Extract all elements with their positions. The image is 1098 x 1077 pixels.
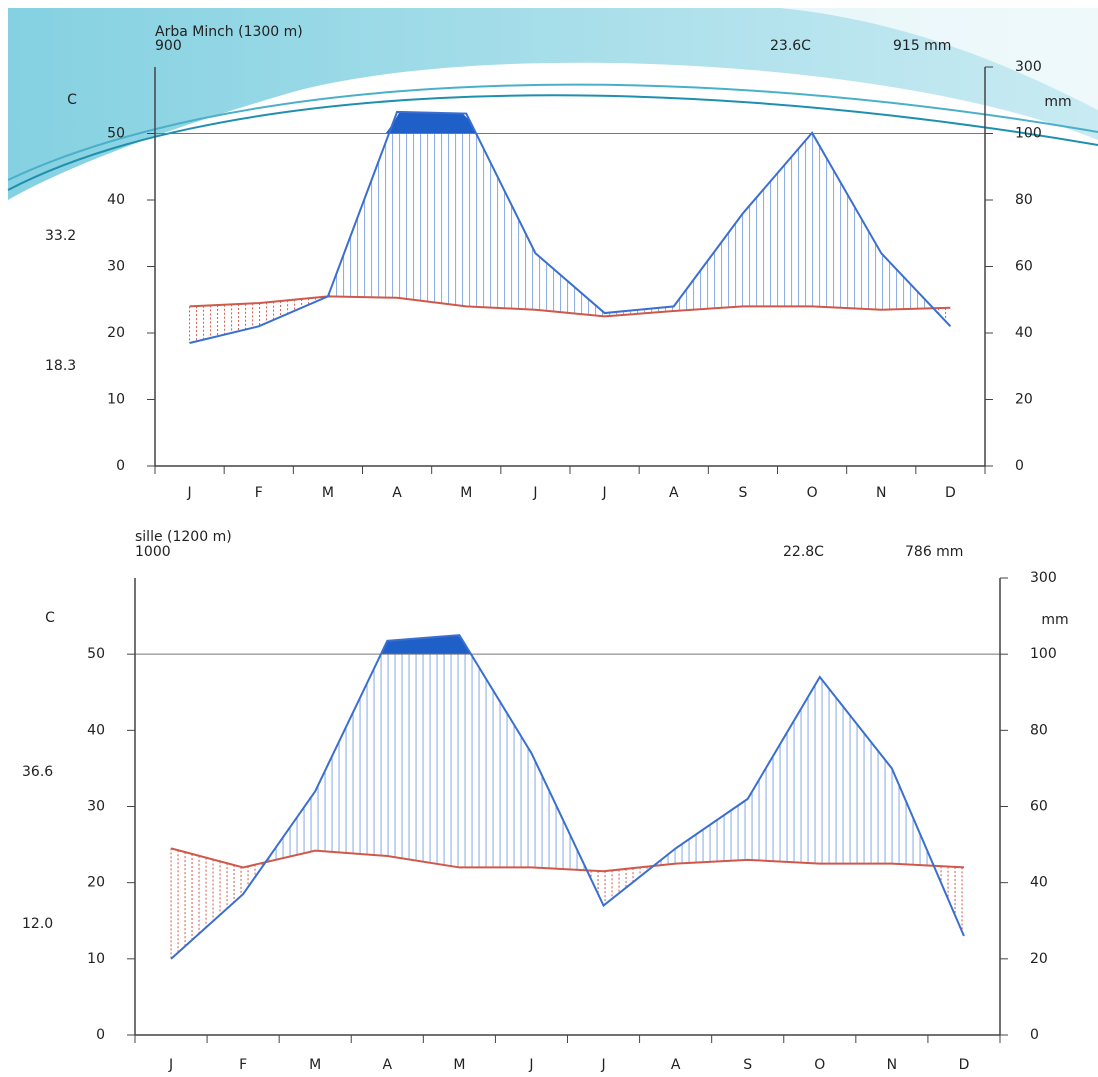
- mean-temperature: 23.6C: [770, 38, 811, 54]
- x-tick-label: M: [453, 1057, 465, 1073]
- y-tick-label: 20: [87, 875, 105, 891]
- y2-tick-label: 20: [1030, 951, 1048, 967]
- chart-subtitle: 900: [155, 38, 182, 54]
- y-tick-label: 50: [87, 646, 105, 662]
- x-tick-label: N: [876, 485, 886, 501]
- x-tick-label: S: [738, 485, 747, 501]
- x-tick-label: F: [239, 1057, 247, 1073]
- y-axis-label: C: [45, 610, 55, 626]
- x-tick-label: A: [383, 1057, 393, 1073]
- x-tick-label: M: [322, 485, 334, 501]
- y2-axis-label: mm: [1041, 612, 1068, 628]
- y-tick-label: 10: [87, 951, 105, 967]
- x-tick-label: J: [168, 1057, 173, 1073]
- x-tick-label: D: [945, 485, 956, 501]
- x-tick-label: O: [807, 485, 818, 501]
- perhumid-area: [190, 112, 946, 134]
- annotation: 18.3: [45, 358, 76, 374]
- y2-tick-label: 60: [1015, 259, 1033, 275]
- annual-precipitation: 915 mm: [893, 38, 951, 54]
- x-tick-label: A: [671, 1057, 681, 1073]
- chart-title: sille (1200 m): [135, 529, 232, 545]
- perhumid-area: [171, 635, 962, 654]
- y-tick-label: 20: [107, 325, 125, 341]
- y-tick-label: 30: [87, 799, 105, 815]
- y-axis-label: C: [67, 92, 77, 108]
- x-tick-label: M: [309, 1057, 321, 1073]
- x-tick-label: A: [669, 485, 679, 501]
- x-tick-label: D: [959, 1057, 970, 1073]
- x-tick-label: A: [392, 485, 402, 501]
- y2-axis-label: mm: [1044, 94, 1071, 110]
- chart: Arba Minch (1300 m)90023.6C915 mmCmm33.2…: [0, 0, 1098, 1077]
- annotation: 36.6: [22, 764, 53, 780]
- y-tick-label: 0: [116, 458, 125, 474]
- y2-tick-label: 40: [1015, 325, 1033, 341]
- y-tick-label: 30: [107, 259, 125, 275]
- x-tick-label: S: [743, 1057, 752, 1073]
- x-tick-label: J: [187, 485, 192, 501]
- y2-tick-label: 300: [1030, 570, 1057, 586]
- y2-tick-label: 60: [1030, 799, 1048, 815]
- y2-tick-label: 0: [1015, 458, 1024, 474]
- y2-tick-label: 100: [1015, 126, 1042, 142]
- y2-tick-label: 0: [1030, 1027, 1039, 1043]
- x-tick-label: F: [255, 485, 263, 501]
- y2-tick-label: 80: [1030, 722, 1048, 738]
- annual-precipitation: 786 mm: [905, 544, 963, 560]
- chart-subtitle: 1000: [135, 544, 171, 560]
- y-tick-label: 0: [96, 1027, 105, 1043]
- page: Arba Minch (1300 m)90023.6C915 mmCmm33.2…: [0, 0, 1098, 1077]
- y2-tick-label: 100: [1030, 646, 1057, 662]
- x-tick-label: O: [814, 1057, 825, 1073]
- annotation: 33.2: [45, 228, 76, 244]
- x-tick-label: J: [528, 1057, 533, 1073]
- y2-tick-label: 20: [1015, 392, 1033, 408]
- x-tick-label: J: [602, 485, 607, 501]
- y-tick-label: 50: [107, 126, 125, 142]
- y2-tick-label: 40: [1030, 875, 1048, 891]
- x-tick-label: M: [460, 485, 472, 501]
- y-tick-label: 10: [107, 392, 125, 408]
- x-tick-label: N: [887, 1057, 897, 1073]
- y2-tick-label: 300: [1015, 59, 1042, 75]
- x-tick-label: J: [532, 485, 537, 501]
- x-tick-label: J: [600, 1057, 605, 1073]
- mean-temperature: 22.8C: [783, 544, 824, 560]
- y-tick-label: 40: [87, 722, 105, 738]
- y2-tick-label: 80: [1015, 192, 1033, 208]
- annotation: 12.0: [22, 916, 53, 932]
- precipitation-line: [171, 635, 964, 959]
- y-tick-label: 40: [107, 192, 125, 208]
